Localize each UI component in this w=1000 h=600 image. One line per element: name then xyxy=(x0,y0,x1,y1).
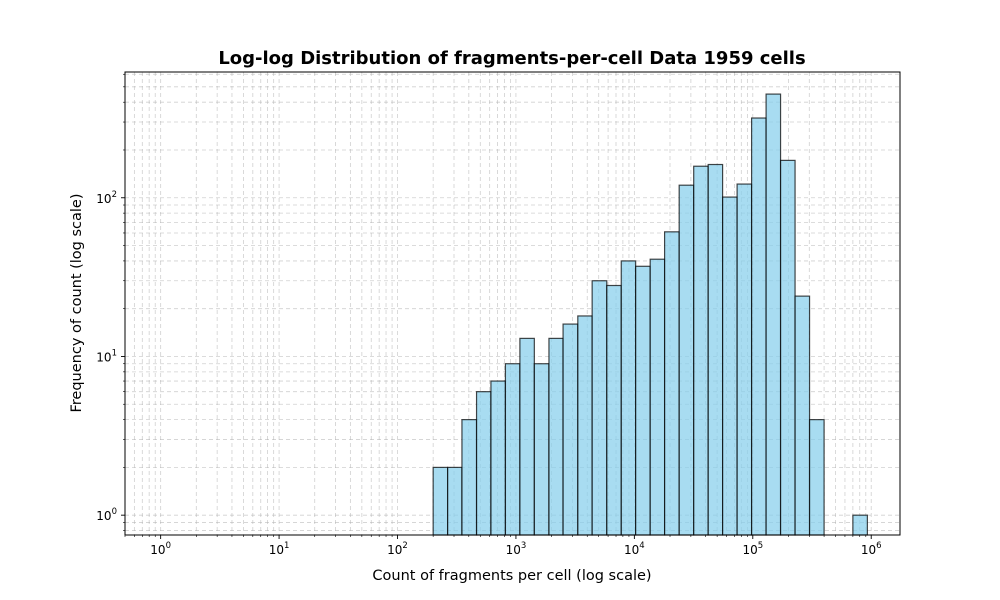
histogram-bar xyxy=(620,260,637,536)
histogram-bar xyxy=(750,117,767,536)
y-axis-ticks: 100 101 102 xyxy=(96,190,125,523)
x-tick-label: 100 xyxy=(150,541,171,557)
x-tick-label: 106 xyxy=(861,541,882,557)
histogram-bar xyxy=(736,183,753,536)
histogram-bar xyxy=(475,391,492,536)
histogram-bar xyxy=(794,295,811,536)
histogram-bar xyxy=(663,231,680,536)
x-axis-label: Count of fragments per cell (log scale) xyxy=(372,568,651,584)
histogram-bar xyxy=(490,380,507,536)
histogram-bar xyxy=(852,514,868,536)
histogram-bar xyxy=(649,258,666,536)
y-axis-label: Frequency of count (log scale) xyxy=(69,193,85,412)
histogram-bar xyxy=(591,280,608,536)
histogram-bar xyxy=(779,159,796,536)
x-tick-label: 101 xyxy=(269,541,290,557)
chart-title: Log-log Distribution of fragments-per-ce… xyxy=(218,48,805,69)
histogram-bar xyxy=(504,363,521,536)
histogram-bar xyxy=(548,337,564,536)
y-tick-label: 100 xyxy=(96,507,117,523)
histogram-bar xyxy=(721,196,738,536)
histogram-bar xyxy=(635,265,651,536)
y-tick-label: 102 xyxy=(96,190,117,206)
histogram-bar xyxy=(606,284,622,536)
x-tick-label: 104 xyxy=(624,541,645,557)
x-tick-label: 105 xyxy=(742,541,763,557)
histogram-bar xyxy=(519,337,535,536)
x-tick-label: 103 xyxy=(506,541,527,557)
plot-frame xyxy=(124,71,901,536)
histogram-bar xyxy=(533,363,550,536)
y-tick-label: 101 xyxy=(96,348,117,364)
histogram-bar xyxy=(461,419,478,536)
histogram-bar xyxy=(577,315,593,536)
histogram-bars xyxy=(432,93,868,536)
x-tick-label: 102 xyxy=(387,541,408,557)
histogram-bar xyxy=(432,466,449,536)
histogram-bar xyxy=(707,163,724,536)
histogram-bar xyxy=(678,184,695,536)
minor-tick-marks xyxy=(123,73,867,537)
histogram-bar xyxy=(808,419,825,536)
histogram-bar xyxy=(447,466,463,536)
x-axis-ticks: 100 101 102 103 104 105 106 xyxy=(150,535,882,557)
histogram-bar xyxy=(562,323,579,536)
histogram-bar xyxy=(765,93,782,536)
histogram-bar xyxy=(693,165,709,536)
